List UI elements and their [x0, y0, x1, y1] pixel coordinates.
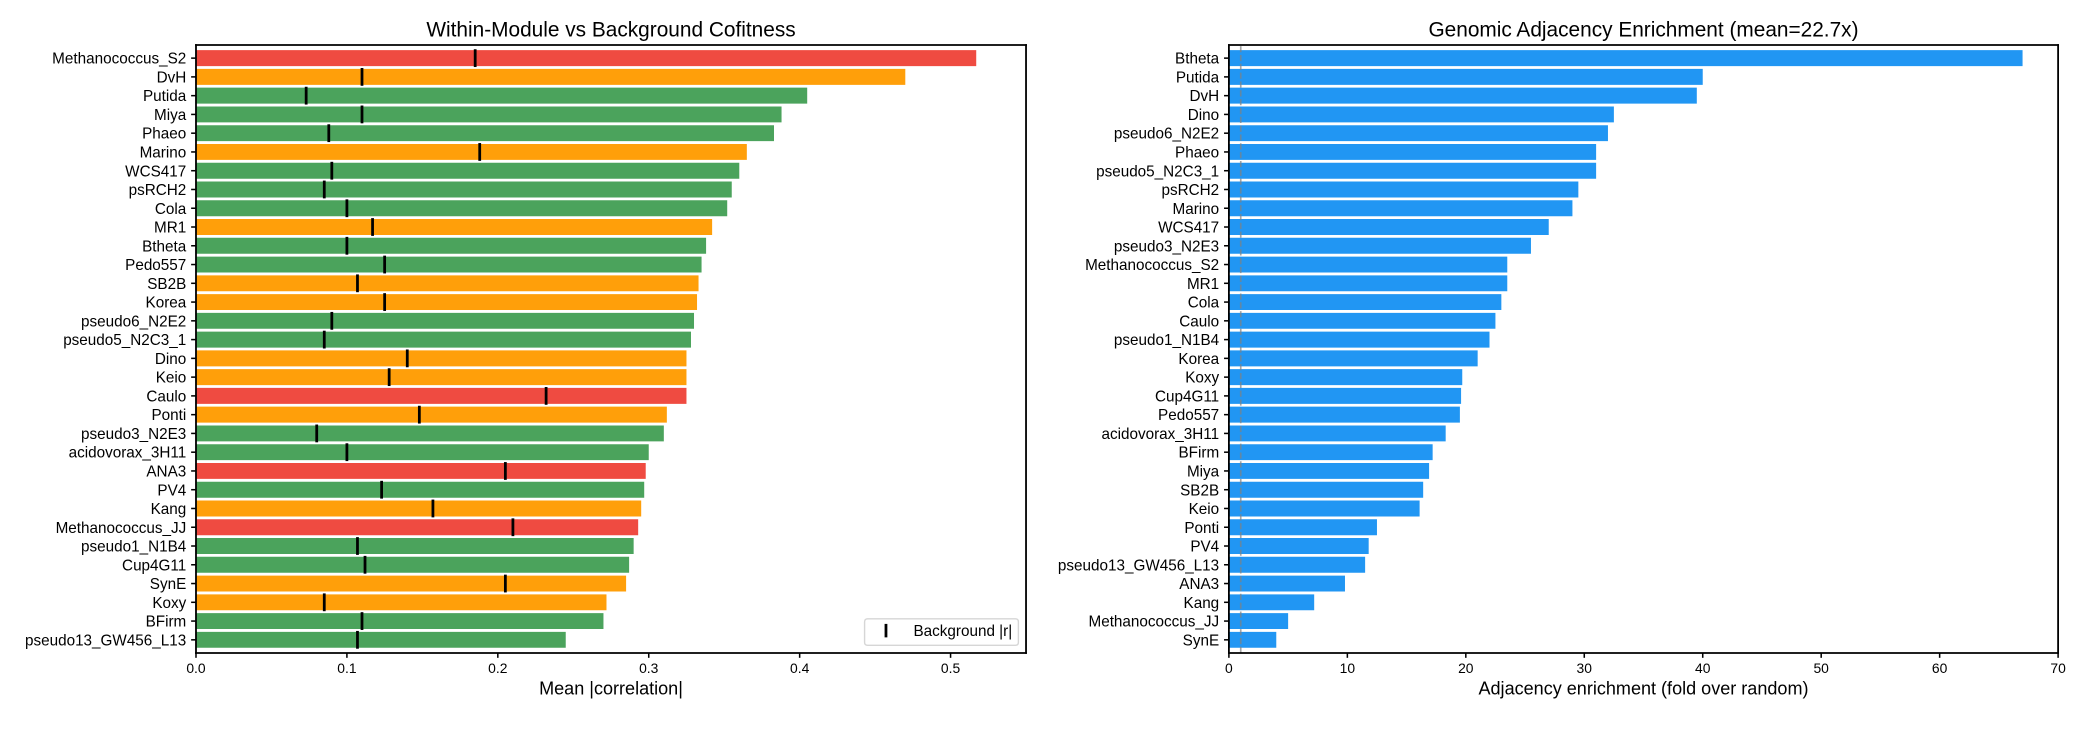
svg-text:Kang: Kang — [151, 501, 187, 518]
svg-text:30: 30 — [1577, 660, 1593, 676]
svg-text:pseudo3_N2E3: pseudo3_N2E3 — [1114, 238, 1219, 255]
svg-text:Putida: Putida — [1176, 69, 1220, 86]
svg-text:Marino: Marino — [1173, 201, 1220, 218]
svg-text:PV4: PV4 — [1190, 539, 1219, 556]
svg-text:BFirm: BFirm — [1178, 445, 1219, 462]
svg-text:Genomic Adjacency Enrichment (: Genomic Adjacency Enrichment (mean=22.7x… — [1428, 19, 1858, 42]
svg-text:pseudo13_GW456_L13: pseudo13_GW456_L13 — [25, 632, 186, 649]
svg-text:Miya: Miya — [1187, 463, 1220, 480]
svg-text:Methanococcus_S2: Methanococcus_S2 — [1085, 257, 1219, 274]
svg-text:pseudo3_N2E3: pseudo3_N2E3 — [81, 426, 186, 443]
svg-text:pseudo13_GW456_L13: pseudo13_GW456_L13 — [1058, 557, 1219, 574]
svg-text:pseudo1_N1B4: pseudo1_N1B4 — [1114, 332, 1220, 349]
svg-text:SynE: SynE — [1183, 632, 1220, 649]
svg-text:ANA3: ANA3 — [1179, 576, 1219, 593]
svg-text:Marino: Marino — [140, 144, 187, 161]
svg-text:0.0: 0.0 — [186, 660, 206, 676]
svg-text:Koxy: Koxy — [1185, 370, 1219, 387]
svg-text:40: 40 — [1695, 660, 1711, 676]
svg-text:0.2: 0.2 — [488, 660, 508, 676]
svg-text:0.1: 0.1 — [337, 660, 357, 676]
svg-text:PV4: PV4 — [157, 482, 186, 499]
svg-text:WCS417: WCS417 — [1158, 220, 1219, 237]
svg-text:0: 0 — [1225, 660, 1233, 676]
svg-text:Dino: Dino — [1188, 107, 1219, 124]
svg-text:Caulo: Caulo — [1179, 313, 1219, 330]
svg-text:Cola: Cola — [1188, 295, 1220, 312]
svg-text:Btheta: Btheta — [142, 238, 187, 255]
svg-text:Phaeo: Phaeo — [1175, 144, 1219, 161]
svg-text:Methanococcus_JJ: Methanococcus_JJ — [56, 520, 187, 537]
svg-text:Within-Module vs Background Co: Within-Module vs Background Cofitness — [426, 19, 795, 42]
svg-text:SynE: SynE — [150, 576, 187, 593]
svg-text:20: 20 — [1458, 660, 1474, 676]
svg-text:50: 50 — [1813, 660, 1829, 676]
svg-text:Adjacency enrichment (fold ove: Adjacency enrichment (fold over random) — [1478, 678, 1808, 698]
svg-text:Korea: Korea — [1178, 351, 1219, 368]
svg-text:Kang: Kang — [1184, 595, 1220, 612]
svg-text:ANA3: ANA3 — [146, 463, 186, 480]
svg-text:Keio: Keio — [156, 370, 187, 387]
svg-text:psRCH2: psRCH2 — [129, 182, 187, 199]
svg-text:70: 70 — [2050, 660, 2066, 676]
svg-text:BFirm: BFirm — [146, 614, 187, 631]
svg-text:Pedo557: Pedo557 — [1158, 407, 1219, 424]
svg-text:pseudo6_N2E2: pseudo6_N2E2 — [81, 313, 186, 330]
svg-text:Methanococcus_S2: Methanococcus_S2 — [52, 51, 186, 68]
svg-text:0.5: 0.5 — [941, 660, 961, 676]
svg-text:Ponti: Ponti — [1184, 520, 1219, 537]
svg-text:Cup4G11: Cup4G11 — [122, 557, 186, 574]
svg-text:Methanococcus_JJ: Methanococcus_JJ — [1088, 614, 1219, 631]
svg-text:pseudo5_N2C3_1: pseudo5_N2C3_1 — [63, 332, 186, 349]
svg-text:60: 60 — [1932, 660, 1948, 676]
svg-text:Btheta: Btheta — [1175, 51, 1220, 68]
svg-text:Caulo: Caulo — [146, 388, 186, 405]
svg-text:Cup4G11: Cup4G11 — [1155, 388, 1219, 405]
svg-text:Putida: Putida — [143, 88, 187, 105]
svg-text:Koxy: Koxy — [152, 595, 186, 612]
svg-text:WCS417: WCS417 — [125, 163, 186, 180]
svg-text:MR1: MR1 — [154, 220, 186, 237]
svg-text:Keio: Keio — [1189, 501, 1220, 518]
svg-text:Ponti: Ponti — [151, 407, 186, 424]
svg-text:Cola: Cola — [155, 201, 187, 218]
svg-text:Background |r|: Background |r| — [913, 623, 1012, 640]
svg-text:SB2B: SB2B — [1180, 482, 1219, 499]
svg-text:SB2B: SB2B — [147, 276, 186, 293]
svg-text:acidovorax_3H11: acidovorax_3H11 — [69, 445, 187, 462]
svg-text:Pedo557: Pedo557 — [125, 257, 186, 274]
svg-text:0.3: 0.3 — [639, 660, 659, 676]
svg-text:DvH: DvH — [157, 69, 187, 86]
svg-text:MR1: MR1 — [1187, 276, 1219, 293]
svg-text:pseudo1_N1B4: pseudo1_N1B4 — [81, 539, 187, 556]
svg-text:psRCH2: psRCH2 — [1161, 182, 1219, 199]
svg-text:10: 10 — [1340, 660, 1356, 676]
svg-text:Phaeo: Phaeo — [142, 126, 186, 143]
svg-text:acidovorax_3H11: acidovorax_3H11 — [1101, 426, 1219, 443]
svg-text:pseudo6_N2E2: pseudo6_N2E2 — [1114, 126, 1219, 143]
svg-text:0.4: 0.4 — [790, 660, 810, 676]
svg-text:Korea: Korea — [146, 295, 187, 312]
svg-text:Dino: Dino — [155, 351, 186, 368]
svg-text:pseudo5_N2C3_1: pseudo5_N2C3_1 — [1096, 163, 1219, 180]
svg-text:DvH: DvH — [1189, 88, 1219, 105]
svg-text:Mean |correlation|: Mean |correlation| — [539, 678, 683, 698]
svg-text:Miya: Miya — [154, 107, 187, 124]
